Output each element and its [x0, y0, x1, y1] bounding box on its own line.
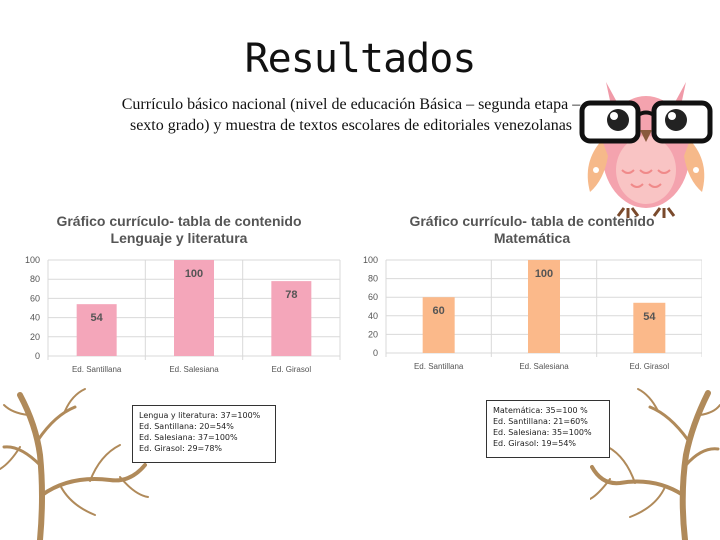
note-line: Ed. Salesiana: 35=100%	[493, 428, 592, 437]
bar	[633, 302, 666, 353]
x-tick-label: Ed. Salesiana	[169, 365, 219, 374]
note-line: Ed. Salesiana: 37=100%	[139, 433, 238, 442]
y-tick-label: 60	[30, 293, 40, 303]
y-tick-label: 80	[30, 274, 40, 284]
x-tick-label: Ed. Santillana	[72, 365, 122, 374]
x-tick-label: Ed. Girasol	[272, 365, 312, 374]
bare-tree-icon	[0, 388, 149, 540]
note-line: Ed. Santillana: 20=54%	[139, 422, 234, 431]
note-line: Matemática: 35=100 %	[493, 406, 588, 415]
y-tick-label: 60	[368, 292, 378, 302]
chart-title-line-2: Matemática	[493, 230, 571, 246]
y-tick-label: 0	[373, 348, 378, 358]
x-tick-label: Ed. Santillana	[414, 362, 464, 371]
x-tick-label: Ed. Salesiana	[519, 362, 569, 371]
bar	[422, 297, 455, 353]
data-label: 78	[285, 289, 297, 301]
bar	[271, 281, 312, 356]
bar	[174, 260, 214, 356]
y-tick-label: 40	[368, 311, 378, 321]
page-title: Resultados	[244, 36, 477, 82]
bar	[528, 260, 560, 353]
owl-with-glasses-icon	[579, 82, 713, 218]
y-tick-label: 40	[30, 313, 40, 323]
y-tick-label: 80	[368, 274, 378, 284]
bar	[76, 304, 117, 356]
y-tick-label: 100	[363, 255, 378, 265]
note-box-matematica: Matemática: 35=100 % Ed. Santillana: 21=…	[486, 400, 610, 458]
y-tick-label: 100	[25, 255, 40, 265]
note-line: Lengua y literatura: 37=100%	[139, 411, 261, 420]
y-tick-label: 20	[368, 329, 378, 339]
data-label: 100	[185, 268, 203, 280]
data-label: 100	[535, 268, 553, 280]
note-line: Ed. Girasol: 29=78%	[139, 444, 223, 453]
note-box-lenguaje: Lengua y literatura: 37=100% Ed. Santill…	[132, 405, 276, 463]
note-line: Ed. Girasol: 19=54%	[493, 439, 577, 448]
chart-plot-area: 0 20 40 60 80 100 60 Ed. Santillana 100 Ed. Sales…	[363, 255, 702, 371]
x-tick-label: Ed. Girasol	[630, 362, 670, 371]
data-label: 54	[643, 311, 656, 323]
chart-matematica: Gráfico currículo- tabla de contenido Ma…	[362, 208, 702, 383]
chart-title: Gráfico currículo- tabla de contenido Le…	[10, 213, 348, 247]
chart-title-line-2: Lenguaje y literatura	[110, 230, 248, 246]
y-tick-label: 20	[30, 332, 40, 342]
chart-title: Gráfico currículo- tabla de contenido Ma…	[362, 213, 702, 247]
page-subtitle: Currículo básico nacional (nivel de educ…	[121, 96, 581, 134]
chart-lenguaje: Gráfico currículo- tabla de contenido Le…	[10, 208, 348, 383]
y-tick-label: 0	[35, 351, 40, 361]
chart-title-line-1: Gráfico currículo- tabla de contenido	[56, 213, 302, 229]
bare-tree-icon	[590, 388, 720, 540]
chart-plot-area: 0 20 40 60 80 100 54 Ed. Santillana 100 Ed. Sales…	[25, 255, 341, 374]
data-label: 60	[433, 305, 445, 317]
chart-title-line-1: Gráfico currículo- tabla de contenido	[409, 213, 655, 229]
data-label: 54	[91, 312, 104, 324]
note-line: Ed. Santillana: 21=60%	[493, 417, 588, 426]
